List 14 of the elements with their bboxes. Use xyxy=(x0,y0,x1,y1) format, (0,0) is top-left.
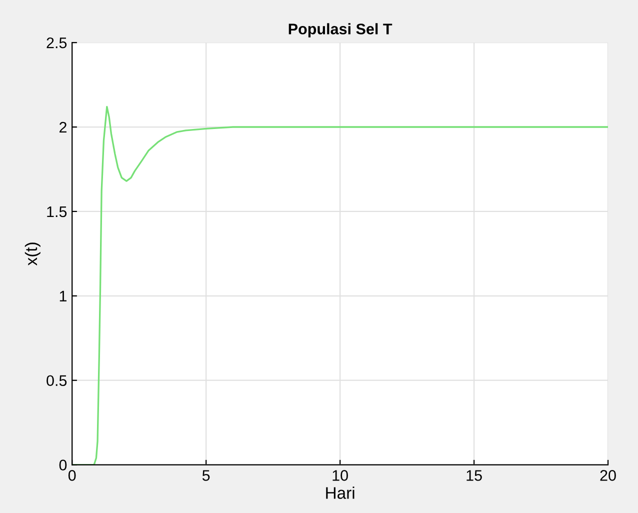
x-tick-label: 10 xyxy=(332,470,348,481)
y-tick-label: 1 xyxy=(60,290,66,302)
x-tick-label: 5 xyxy=(202,470,210,481)
x-tick-label: 20 xyxy=(600,470,616,481)
y-tick-label: 1.5 xyxy=(47,206,67,218)
y-tick-label: 0 xyxy=(59,460,67,470)
y-tick-label: 2 xyxy=(60,122,66,133)
y-axis-title: x(t) xyxy=(24,242,40,266)
x-tick-label: 15 xyxy=(466,470,482,481)
x-axis-title: Hari xyxy=(326,486,354,499)
x-tick-label: 0 xyxy=(68,470,76,481)
y-tick-label: 0.5 xyxy=(46,375,67,386)
chart-title: Populasi Sel T xyxy=(288,23,392,38)
y-tick-label: 2.5 xyxy=(46,37,67,48)
